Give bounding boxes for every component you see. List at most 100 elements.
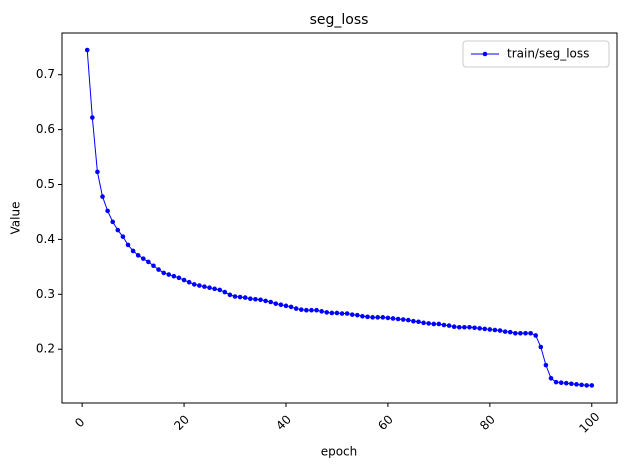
plot-frame [61,32,618,404]
data-point [360,313,365,319]
data-point [523,330,528,336]
data-point [283,303,289,309]
data-point [462,324,467,330]
data-point [543,362,549,368]
y-tick-label: 0.3 [36,287,55,301]
data-point [553,379,559,385]
data-point [105,208,110,214]
data-point [100,194,105,199]
data-line [86,49,592,386]
data-point [95,169,100,175]
data-point [288,304,294,310]
data-point [441,322,447,328]
data-point [309,307,314,313]
data-point [385,315,391,321]
data-point [314,307,319,313]
data-point [436,321,442,327]
data-point [248,296,253,301]
data-point [482,326,488,332]
y-tick-label: 0.7 [36,67,55,81]
data-point [115,227,121,233]
data-point [293,306,299,311]
data-point [181,277,187,283]
data-point [268,299,273,305]
data-point [574,382,579,387]
x-axis-label: epoch [321,445,358,459]
data-point [406,317,411,323]
legend-box [462,40,610,68]
data-point [487,327,493,332]
data-point [166,272,172,277]
data-point [426,321,431,326]
data-point [472,325,477,331]
y-tick-label: 0.6 [36,122,55,136]
data-point [518,330,523,336]
data-point [130,248,136,254]
data-point [349,312,355,317]
data-point [584,383,589,388]
data-point [395,316,401,322]
data-point [186,279,192,285]
y-tick-label: 0.4 [36,232,55,246]
data-point [319,309,324,314]
data-point [513,330,518,336]
data-point [502,329,508,334]
data-point [390,316,396,321]
data-point [298,307,304,312]
data-point [370,315,375,320]
data-point [202,284,207,289]
data-point [176,275,182,281]
data-point [589,383,595,388]
data-point [212,286,217,292]
data-point [258,297,263,303]
data-point [253,296,258,302]
data-point [197,283,202,288]
data-point [456,324,462,330]
data-point [304,307,309,313]
data-point [563,380,569,386]
data-point [569,381,574,387]
data-point [558,380,564,385]
data-point [375,315,381,320]
data-point [579,382,584,388]
data-point [467,324,472,330]
data-point [232,294,238,299]
data-point [237,294,243,300]
data-point [528,330,533,336]
data-point [339,311,345,316]
data-point [110,219,116,225]
data-point [492,327,498,333]
y-tick-label: 0.2 [36,342,55,356]
data-point [324,310,330,315]
data-point [533,333,539,338]
data-point [222,289,228,295]
data-point [120,234,126,239]
data-point [431,321,437,327]
data-point [400,317,406,322]
data-point [242,295,248,300]
data-point [329,310,335,316]
data-point [355,312,360,318]
data-point [151,263,156,269]
data-point [411,318,416,324]
data-point [161,270,166,276]
data-point [477,326,482,331]
data-point [84,47,90,53]
data-point [227,292,233,298]
data-point [507,329,513,335]
legend-label: train/seg_loss [507,47,589,61]
data-point [344,311,350,316]
data-point [146,259,151,265]
data-point [140,256,146,261]
data-point [548,375,554,381]
data-point [263,298,268,304]
data-point [451,324,457,329]
data-point [365,314,370,320]
data-point [125,242,131,248]
y-tick-label: 0.5 [36,177,55,191]
data-point [90,115,95,120]
legend-marker [482,51,488,57]
data-point [156,267,161,272]
